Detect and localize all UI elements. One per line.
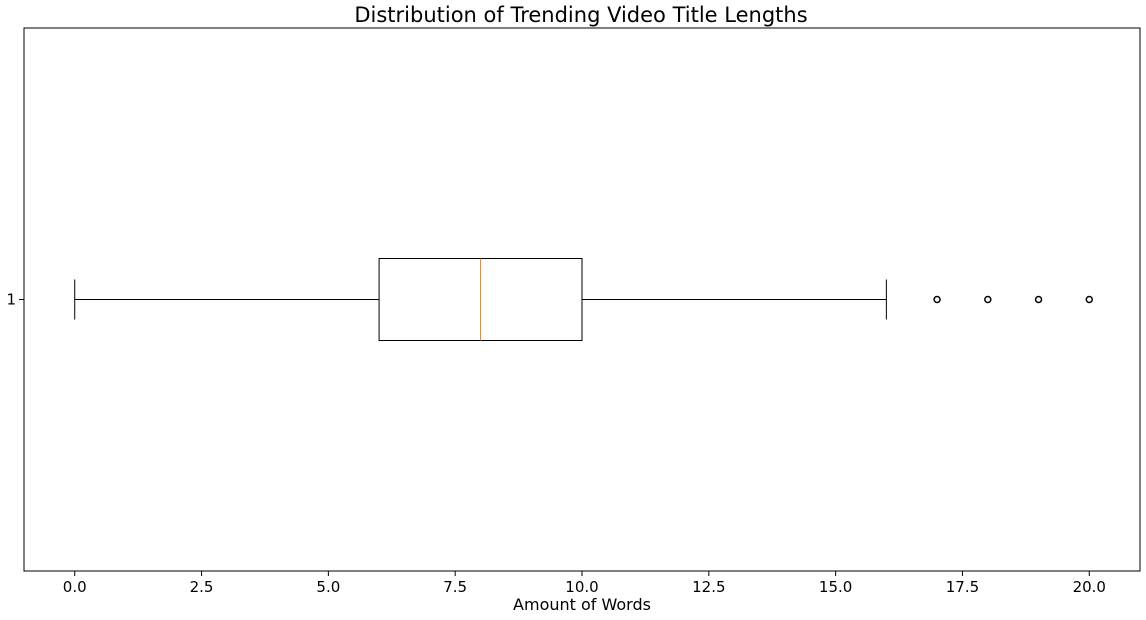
x-tick-label: 5.0 [316,578,340,596]
outlier-point [933,295,941,304]
y-tick-label: 1 [6,291,16,309]
x-tick-label: 10.0 [565,578,598,596]
y-axis-ticks: 1 [6,291,24,309]
x-tick-label: 15.0 [819,578,852,596]
x-tick-label: 0.0 [63,578,87,596]
x-tick-label: 17.5 [946,578,979,596]
x-axis-label: Amount of Words [513,595,651,614]
chart-title: Distribution of Trending Video Title Len… [354,3,807,27]
x-tick-label: 7.5 [443,578,467,596]
outlier-point [1034,295,1043,304]
outlier-point [984,295,992,304]
plot-marks [74,258,1094,341]
x-tick-label: 20.0 [1073,578,1106,596]
x-axis-ticks: 0.0 2.5 5.0 7.5 10.0 12.5 15.0 17.5 20.0 [63,571,1106,596]
x-tick-label: 2.5 [190,578,214,596]
outlier-point [1085,295,1094,304]
x-tick-label: 12.5 [692,578,725,596]
